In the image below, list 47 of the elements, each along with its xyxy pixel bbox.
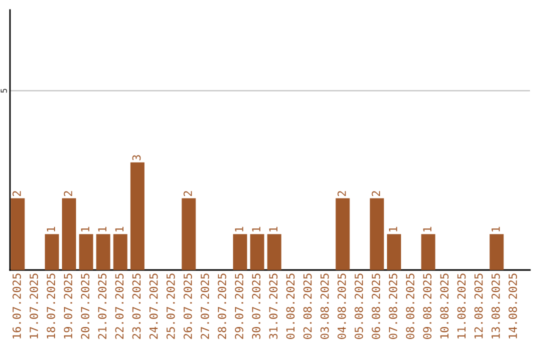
x-tick-label: 13.08.2025 <box>491 274 500 338</box>
x-tick-label: 28.07.2025 <box>218 274 226 339</box>
data-label: 2 <box>64 191 72 196</box>
x-tick-label: 29.07.2025 <box>234 274 244 339</box>
data-label: 3 <box>132 155 141 160</box>
x-tick-label: 31.07.2025 <box>269 274 278 339</box>
data-label: 1 <box>269 226 278 232</box>
x-tick-label: 25.07.2025 <box>166 274 175 339</box>
data-label: 2 <box>338 191 346 196</box>
x-tick-label: 05.08.2025 <box>354 274 364 339</box>
data-label: 2 <box>372 191 380 196</box>
data-label: 1 <box>423 226 432 232</box>
data-label: 1 <box>235 226 244 232</box>
x-tick-label: 27.07.2025 <box>200 274 210 339</box>
x-tick-label: 08.08.2025 <box>406 274 414 339</box>
x-tick-label: 19.07.2025 <box>64 274 72 338</box>
x-tick-label: 02.08.2025 <box>303 274 312 339</box>
x-tick-label: 26.07.2025 <box>184 274 192 339</box>
x-tick-label: 30.07.2025 <box>252 274 260 339</box>
data-label: 2 <box>184 191 192 196</box>
x-tick-label: 01.08.2025 <box>286 274 295 339</box>
x-tick-label: 18.07.2025 <box>46 274 56 338</box>
x-tick-label: 22.07.2025 <box>115 274 124 339</box>
x-tick-label: 03.08.2025 <box>320 274 329 339</box>
data-label: 1 <box>115 226 124 232</box>
x-tick-label: 10.08.2025 <box>440 274 449 338</box>
x-tick-label: 20.07.2025 <box>80 274 90 339</box>
x-tick-label: 23.07.2025 <box>132 274 141 339</box>
data-label: 1 <box>98 226 106 232</box>
x-tick-label: 12.08.2025 <box>474 274 483 338</box>
x-tick-label: 17.07.2025 <box>30 274 38 338</box>
x-tick-label: 04.08.2025 <box>338 274 346 339</box>
data-label: 2 <box>12 191 21 196</box>
data-label: 1 <box>46 226 56 232</box>
x-tick-label: 21.07.2025 <box>98 274 106 339</box>
data-label: 1 <box>389 226 398 232</box>
x-tick-label: 06.08.2025 <box>372 274 380 339</box>
data-label: 1 <box>81 226 90 232</box>
y-tick-label: 5 <box>0 88 7 93</box>
x-tick-label: 11.08.2025 <box>457 274 466 338</box>
x-tick-label: 14.08.2025 <box>508 274 518 338</box>
x-tick-label: 07.08.2025 <box>388 274 398 339</box>
data-label: 1 <box>492 226 500 232</box>
x-tick-label: 24.07.2025 <box>149 274 158 339</box>
x-tick-label: 16.07.2025 <box>12 274 21 338</box>
x-tick-label: 09.08.2025 <box>423 274 432 339</box>
data-label: 1 <box>252 226 260 232</box>
